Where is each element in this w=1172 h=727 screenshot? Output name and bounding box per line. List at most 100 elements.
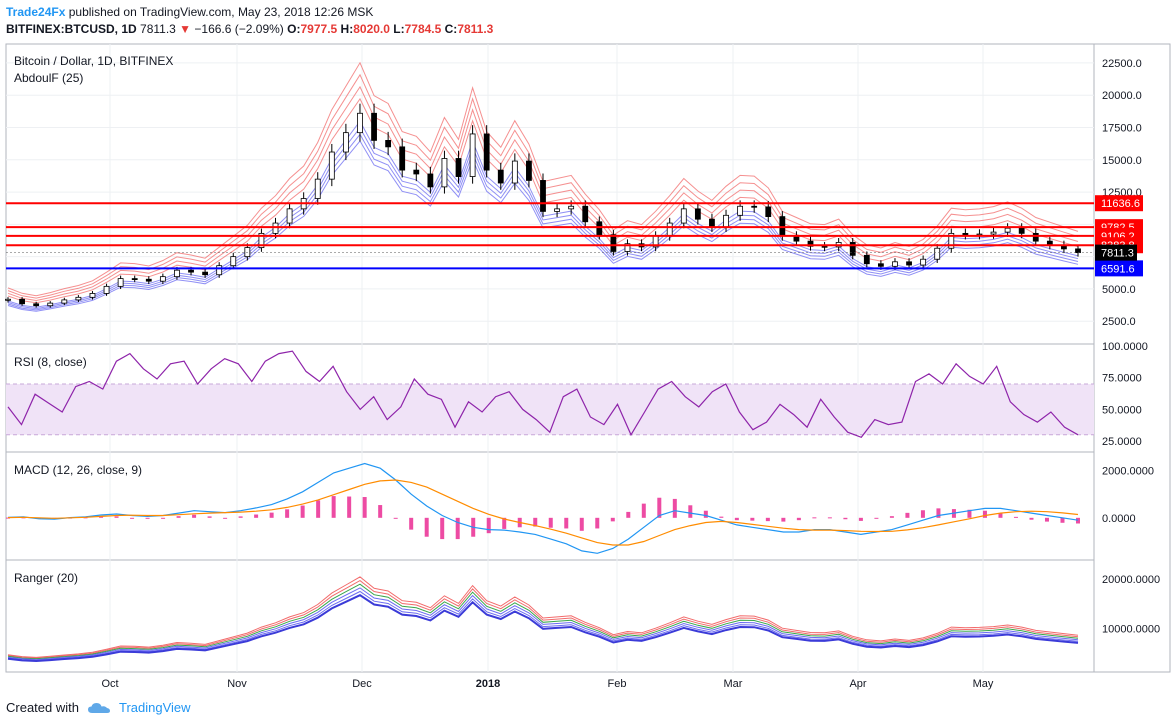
publisher-name[interactable]: Trade24Fx [6, 5, 66, 19]
macd-histogram-bar [331, 496, 336, 518]
candle-body [258, 232, 265, 248]
candle-body [737, 205, 744, 216]
price-tick-label: 5000.0 [1102, 284, 1136, 296]
low-value: 7784.5 [404, 22, 442, 36]
macd-histogram-bar [502, 517, 507, 529]
candle-body [33, 303, 40, 307]
macd-histogram-bar [300, 505, 305, 518]
created-with-label: Created with [6, 700, 79, 715]
lower-band-line [7, 133, 1079, 311]
price-change: −166.6 (−2.09%) [194, 22, 284, 36]
open-label: O: [287, 22, 301, 36]
candle-body [188, 269, 194, 273]
macd-histogram-bar [192, 514, 197, 518]
macd-histogram-bar [610, 517, 615, 522]
candle-body [751, 205, 758, 208]
candle-body [948, 232, 955, 249]
macd-histogram-bar [1029, 517, 1034, 520]
macd-histogram-bar [1076, 517, 1080, 524]
candle-body [483, 133, 490, 171]
candle-body [399, 146, 406, 171]
candle-body [174, 269, 180, 278]
price-axis[interactable] [1093, 43, 1171, 673]
candle-body [357, 112, 363, 134]
candle-body [314, 178, 321, 199]
macd-histogram-bar [703, 510, 708, 518]
candle-body [216, 265, 223, 276]
macd-histogram-bar [347, 496, 352, 518]
candle-body [582, 205, 589, 223]
candle-body [976, 233, 983, 236]
price-tick-label: 15000.0 [1102, 155, 1142, 167]
macd-histogram-bar [269, 512, 274, 518]
ranger-tick-label: 10000.0000 [1102, 623, 1160, 635]
candle-body [427, 173, 434, 188]
rsi-tick-label: 25.0000 [1102, 436, 1142, 448]
rsi-tick-label: 50.0000 [1102, 404, 1142, 416]
candle-body [962, 232, 969, 236]
macd-histogram-bar [486, 517, 491, 534]
macd-histogram-bar [393, 517, 398, 519]
macd-histogram-bar [982, 510, 987, 518]
last-price-tag [1095, 244, 1137, 261]
macd-histogram-bar [99, 516, 104, 518]
candle-body [272, 222, 279, 234]
last-price: 7811.3 [140, 22, 176, 36]
macd-histogram-bar [207, 516, 212, 518]
macd-histogram-bar [564, 517, 569, 529]
macd-histogram-bar [378, 505, 383, 518]
candle-body [5, 298, 11, 301]
candle-body [469, 133, 476, 177]
candle-body [328, 151, 335, 180]
rsi-line [7, 350, 1079, 439]
macd-histogram-bar [114, 516, 119, 518]
high-label: H: [340, 22, 354, 36]
time-axis-label: Oct [101, 678, 118, 690]
macd-tick-label: 2000.0000 [1102, 466, 1154, 478]
macd-histogram-bar [254, 514, 259, 518]
price-tick-label: 20000.0 [1102, 90, 1142, 102]
macd-histogram-bar [316, 500, 321, 518]
candle-body [906, 261, 912, 266]
time-axis-label: Feb [608, 678, 627, 690]
candle-body [19, 298, 25, 305]
price-tick-label: 2500.0 [1102, 316, 1136, 328]
candle-body [441, 158, 448, 188]
price-tick-label: 17500.0 [1102, 122, 1142, 134]
macd-histogram-bar [672, 498, 677, 518]
candle-body [568, 205, 575, 210]
macd-histogram-bar [874, 517, 879, 519]
macd-histogram-bar [750, 517, 755, 521]
macd-histogram-bar [145, 517, 150, 519]
time-axis-label: 2018 [476, 678, 500, 690]
tradingview-link[interactable]: TradingView [118, 700, 191, 715]
ranger-tick-label: 20000.0000 [1102, 574, 1160, 586]
candle-body [89, 293, 96, 298]
candle-body [244, 247, 251, 258]
candle-body [765, 206, 772, 218]
main-pane[interactable] [5, 43, 1095, 345]
candle-body [145, 278, 152, 282]
close-label: C: [444, 22, 458, 36]
level-price-tag [1095, 260, 1143, 277]
cloud-icon [87, 702, 110, 713]
macd-histogram-bar [362, 497, 367, 518]
rsi-band [6, 384, 1094, 435]
publish-info: published on TradingView.com, May 23, 20… [68, 5, 374, 19]
chart-header: Trade24Fx published on TradingView.com, … [6, 4, 493, 38]
ranger-pane[interactable] [5, 559, 1095, 673]
macd-histogram-bar [920, 510, 925, 518]
candle-body [75, 296, 82, 301]
ranger-line [7, 587, 1079, 661]
candle-body [694, 208, 701, 220]
macd-histogram-bar [1013, 516, 1018, 518]
macd-histogram-bar [409, 517, 414, 530]
macd-histogram-bar [967, 509, 972, 518]
macd-pane[interactable] [5, 451, 1095, 561]
macd-histogram-bar [998, 513, 1003, 518]
level-price-label: 11636.6 [1101, 198, 1140, 210]
candle-body [511, 160, 518, 184]
candle-body [624, 243, 631, 252]
macd-histogram-bar [936, 508, 941, 518]
